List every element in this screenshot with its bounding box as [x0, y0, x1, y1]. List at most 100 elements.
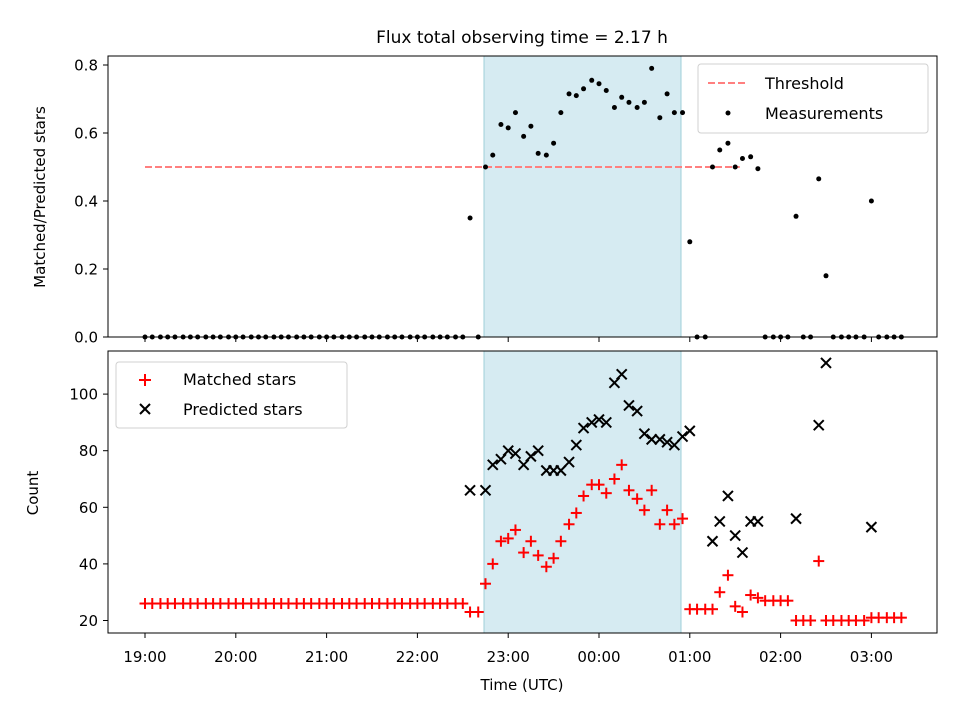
matched-legend-label: Matched stars — [183, 370, 296, 389]
ratio-y-tick-label: 0.2 — [74, 261, 98, 279]
matched-star-marker — [600, 487, 612, 499]
x-tick-label: 02:00 — [759, 648, 802, 666]
matched-star-marker — [677, 513, 689, 525]
predicted-star-marker — [577, 422, 590, 434]
predicted-star-marker — [790, 512, 802, 525]
matched-star-marker — [813, 555, 825, 567]
measurement-point — [589, 77, 595, 83]
matched-star-marker — [782, 595, 794, 607]
matched-star-marker — [722, 569, 734, 581]
measurement-point — [603, 88, 609, 93]
predicted-star-marker — [638, 428, 651, 440]
ratio-plot-frame — [107, 55, 938, 338]
predicted-marker-b — [645, 433, 658, 446]
measurement-point — [671, 110, 677, 116]
predicted-marker-b — [502, 444, 514, 457]
measurement-point — [634, 105, 640, 110]
matched-star-marker — [495, 535, 507, 547]
ratio-y-tick-label: 0.0 — [74, 329, 98, 347]
matched-star-marker — [593, 479, 605, 491]
predicted-marker-b — [593, 413, 605, 426]
count-legend-box — [115, 361, 348, 429]
count-plot-frame — [107, 350, 938, 634]
count-legend: Matched stars Predicted stars — [115, 361, 348, 429]
predicted-marker-b — [790, 512, 802, 525]
predicted-star-marker — [645, 433, 658, 446]
matched-star-marker — [752, 592, 764, 604]
matched-star-marker — [480, 578, 491, 590]
measurement-point — [483, 164, 488, 170]
measurement-point — [717, 147, 723, 153]
predicted-star-marker — [464, 484, 476, 497]
predicted-marker-b — [532, 444, 544, 457]
predicted-marker-b — [638, 428, 651, 440]
x-tick-label: 03:00 — [850, 648, 893, 666]
matched-star-marker — [805, 615, 817, 626]
predicted-star-marker — [623, 399, 635, 412]
matched-star-marker — [638, 504, 650, 516]
measurement-point — [626, 99, 632, 105]
measurement-point — [732, 164, 738, 170]
predicted-star-marker — [722, 490, 734, 502]
predicted-marker-b — [865, 521, 878, 533]
count-y-tick-label: 80 — [79, 442, 98, 460]
ratio-legend: Threshold Measurements — [697, 63, 929, 134]
predicted-marker-b — [464, 484, 476, 497]
matched-star-marker — [472, 606, 484, 618]
measurement-point — [657, 115, 663, 121]
predicted-marker-b — [586, 416, 598, 429]
predicted-star-marker — [586, 416, 598, 429]
matched-star-marker — [608, 473, 620, 485]
x-tick-label: 23:00 — [487, 648, 530, 666]
measurement-point — [641, 99, 647, 105]
measurement-point — [619, 94, 625, 100]
predicted-marker-b — [654, 433, 666, 446]
measurement-point — [664, 91, 670, 97]
matched-star-marker — [736, 606, 748, 618]
count-highlight-span — [483, 350, 682, 634]
predicted-marker-b — [623, 399, 635, 412]
measurement-point — [521, 133, 527, 139]
matched-star-marker — [502, 532, 514, 544]
measurement-point — [816, 176, 822, 182]
predicted-star-marker — [631, 405, 643, 417]
predicted-marker-b — [684, 425, 696, 437]
predicted-marker-b — [820, 357, 832, 369]
measurement-point — [558, 110, 564, 116]
x-tick-label: 22:00 — [396, 648, 439, 666]
count-y-tick-label: 20 — [79, 612, 98, 630]
matched-star-marker — [548, 552, 560, 564]
predicted-marker-b — [706, 535, 719, 547]
matched-star-marker — [729, 600, 741, 612]
matched-star-marker — [895, 612, 907, 624]
matched-star-marker — [616, 459, 628, 471]
measurement-point — [498, 122, 504, 127]
predicted-star-marker — [714, 515, 726, 528]
ratio-panel: 0.00.20.40.60.8 Matched/Predicted stars … — [31, 55, 938, 347]
predicted-star-marker — [752, 515, 764, 528]
predicted-star-marker — [661, 436, 673, 448]
measurement-point — [748, 154, 754, 160]
measurement-point — [611, 105, 617, 110]
measurement-point — [687, 239, 693, 245]
predicted-marker-b — [729, 529, 741, 542]
measurement-point — [467, 215, 473, 221]
matched-star-marker — [540, 561, 552, 573]
count-panel: 20 40 60 80 100 19:00 20:00 21:00 22:00 23:00 00:… — [24, 350, 938, 694]
matched-star-marker — [509, 524, 521, 536]
predicted-star-marker — [600, 416, 612, 429]
matched-star-marker — [661, 504, 673, 516]
predicted-star-marker — [502, 444, 514, 457]
predicted-marker-b — [525, 450, 537, 463]
measurement-point — [490, 152, 496, 158]
count-y-tick-label: 40 — [79, 555, 98, 573]
x-axis-label: Time (UTC) — [480, 676, 564, 694]
predicted-marker-b — [479, 484, 492, 497]
x-tick-label: 01:00 — [668, 648, 711, 666]
matched-star-marker — [457, 598, 469, 610]
predicted-marker-b — [487, 459, 499, 471]
measurement-point — [710, 164, 715, 170]
predicted-star-marker — [676, 430, 689, 443]
ratio-y-axis-label: Matched/Predicted stars — [31, 106, 49, 288]
